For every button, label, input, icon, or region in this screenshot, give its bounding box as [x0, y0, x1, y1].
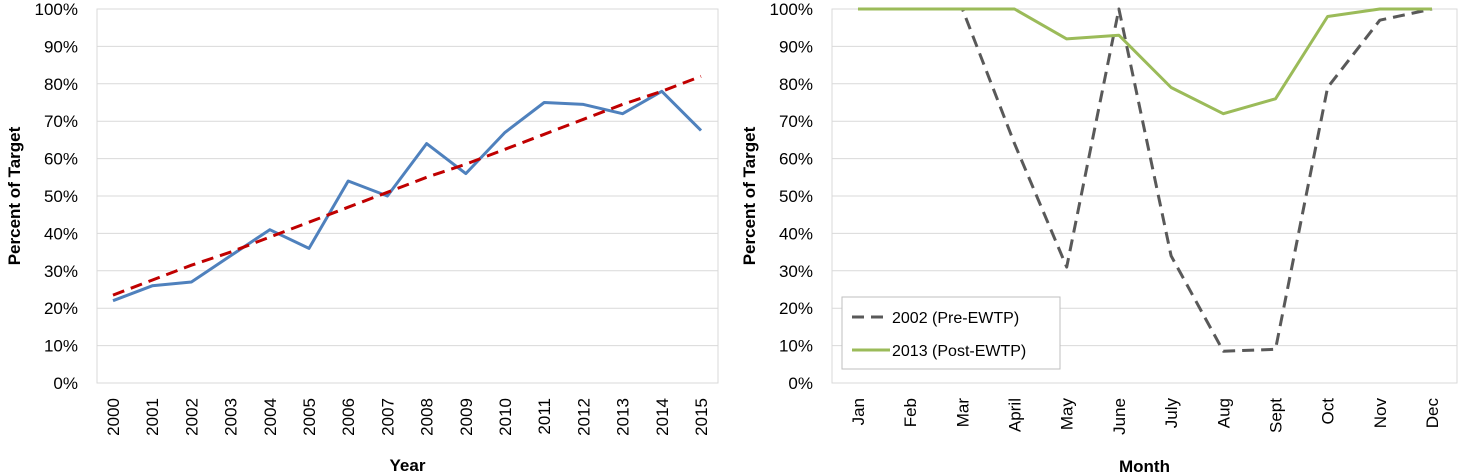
- y-tick-label: 10%: [44, 337, 78, 356]
- x-tick-label: Sept: [1266, 398, 1285, 433]
- y-tick-label: 100%: [770, 0, 813, 19]
- y-tick-label: 30%: [779, 262, 813, 281]
- x-tick-label: 2003: [222, 398, 241, 436]
- x-tick-label: Dec: [1423, 398, 1442, 429]
- y-tick-label: 10%: [779, 337, 813, 356]
- x-tick-label: 2007: [378, 398, 397, 436]
- y-axis-title: Percent of Target: [5, 126, 24, 265]
- y-tick-label: 0%: [53, 374, 78, 393]
- x-tick-label: 2015: [692, 398, 711, 436]
- y-tick-label: 70%: [44, 112, 78, 131]
- y-tick-label: 40%: [44, 224, 78, 243]
- y-tick-label: 80%: [779, 75, 813, 94]
- legend-box: [841, 296, 1061, 370]
- series-line: [112, 74, 702, 297]
- y-tick-label: 70%: [779, 112, 813, 131]
- x-tick-label: July: [1162, 398, 1181, 429]
- x-tick-label: 2014: [653, 398, 672, 436]
- y-axis-title: Percent of Target: [740, 126, 759, 265]
- x-tick-label: 2000: [104, 398, 123, 436]
- legend-label: 2002 (Pre-EWTP): [892, 310, 1019, 327]
- y-tick-label: 60%: [44, 150, 78, 169]
- x-tick-label: Oct: [1319, 398, 1338, 425]
- y-tick-label: 90%: [44, 37, 78, 56]
- x-tick-label: Mar: [953, 398, 972, 428]
- x-tick-label: Nov: [1371, 398, 1390, 429]
- y-tick-label: 0%: [788, 374, 813, 393]
- x-tick-label: May: [1058, 398, 1077, 431]
- x-tick-label: Jan: [849, 398, 868, 425]
- y-tick-label: 100%: [35, 0, 78, 19]
- x-axis-title: Month: [1119, 457, 1170, 475]
- monthly-chart: 0% 10% 20% 30% 40% 50% 60% 70% 80% 90% 100% Jan Feb M…: [740, 0, 1458, 475]
- x-tick-label: 2011: [535, 398, 554, 435]
- y-tick-label: 60%: [779, 150, 813, 169]
- x-tick-label: 2012: [574, 398, 593, 436]
- legend-label: 2013 (Post-EWTP): [892, 343, 1026, 360]
- yearly-chart: 0% 10% 20% 30% 40% 50% 60% 70% 80% 90% 100% 2000 200…: [5, 0, 719, 475]
- y-tick-label: 50%: [779, 187, 813, 206]
- y-tick-label: 30%: [44, 262, 78, 281]
- x-tick-label: 2009: [457, 398, 476, 436]
- x-axis-title: Year: [390, 456, 426, 475]
- series-line: [858, 7, 1432, 116]
- x-tick-label: 2013: [614, 398, 633, 436]
- x-tick-label: 2008: [418, 398, 437, 436]
- y-tick-label: 90%: [779, 37, 813, 56]
- x-tick-label: 2002: [182, 398, 201, 436]
- x-tick-label: Aug: [1214, 398, 1233, 428]
- y-tick-label: 40%: [779, 224, 813, 243]
- y-tick-label: 20%: [44, 299, 78, 318]
- x-tick-label: 2006: [339, 398, 358, 436]
- x-tick-label: 2005: [300, 398, 319, 436]
- y-tick-label: 50%: [44, 187, 78, 206]
- x-tick-label: Feb: [901, 398, 920, 427]
- x-tick-label: 2001: [143, 398, 162, 436]
- x-tick-label: April: [1006, 398, 1025, 432]
- y-tick-label: 20%: [779, 299, 813, 318]
- x-tick-label: 2004: [261, 398, 280, 436]
- x-tick-label: June: [1110, 398, 1129, 435]
- y-tick-label: 80%: [44, 75, 78, 94]
- series-line: [112, 89, 703, 303]
- x-tick-label: 2010: [496, 398, 515, 436]
